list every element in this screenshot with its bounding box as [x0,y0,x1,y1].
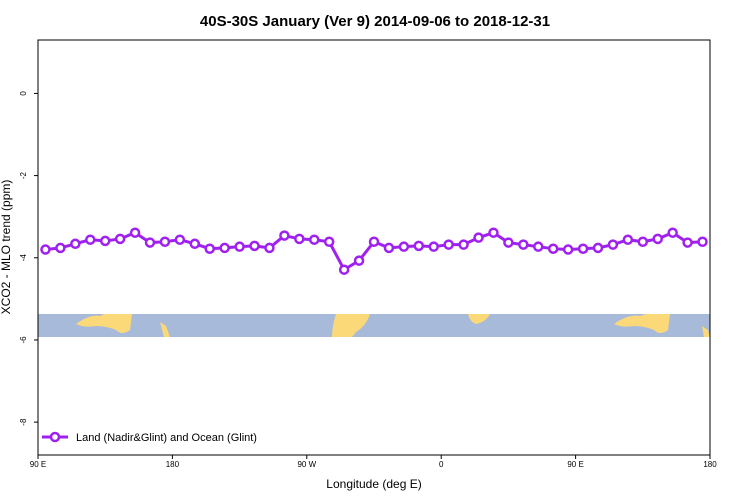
point [264,242,275,254]
point [204,243,215,254]
point [174,234,186,245]
point [294,233,305,245]
point [607,239,619,250]
legend-marker [49,431,61,443]
y-tick-label: -4 [19,254,28,262]
point [129,227,141,238]
point [114,233,126,245]
y-axis-label: XCO2 - MLO trend (ppm) [0,180,13,315]
x-tick-label: 180 [166,460,180,469]
point [398,241,410,252]
point [547,243,559,254]
point [353,255,365,266]
point [338,264,350,275]
x-axis-label: Longitude (deg E) [326,477,421,491]
x-tick-label: 90 E [30,460,46,469]
point [622,234,634,245]
y-tick-label: 0 [19,91,28,96]
point [562,244,574,255]
legend-label: Land (Nadir&Glint) and Ocean (Glint) [76,432,257,444]
point [368,236,380,247]
x-tick-label: 90 W [297,460,316,469]
map-strip [38,314,710,337]
chart-title: 40S-30S January (Ver 9) 2014-09-06 to 20… [200,13,550,30]
x-tick-label: 90 E [567,460,583,469]
point [667,227,678,238]
point [249,240,260,252]
point [443,239,454,250]
x-tick-label: 180 [703,460,717,469]
x-tick-label: 0 [439,460,444,469]
point [682,237,693,248]
point [533,241,544,252]
point [473,232,484,243]
point [458,239,469,250]
point [144,237,156,248]
point [503,237,514,248]
point [488,227,499,238]
point [70,238,81,250]
point [159,236,171,247]
point [428,241,439,252]
point [85,234,96,245]
plot-frame [37,39,711,456]
point [637,236,649,247]
point [55,242,66,254]
point [697,236,708,247]
y-tick-label: -2 [19,171,28,179]
point [309,234,320,245]
point [219,242,230,254]
point [592,242,604,254]
point [323,236,335,247]
point [518,239,529,250]
point [383,242,395,254]
point [652,233,663,245]
point [40,244,51,255]
point [279,230,290,241]
point [577,243,589,254]
y-tick-label: -6 [19,336,28,344]
y-tick-label: -8 [19,418,28,426]
point [99,235,111,247]
point [189,238,201,250]
point [234,241,245,252]
point [413,240,425,252]
